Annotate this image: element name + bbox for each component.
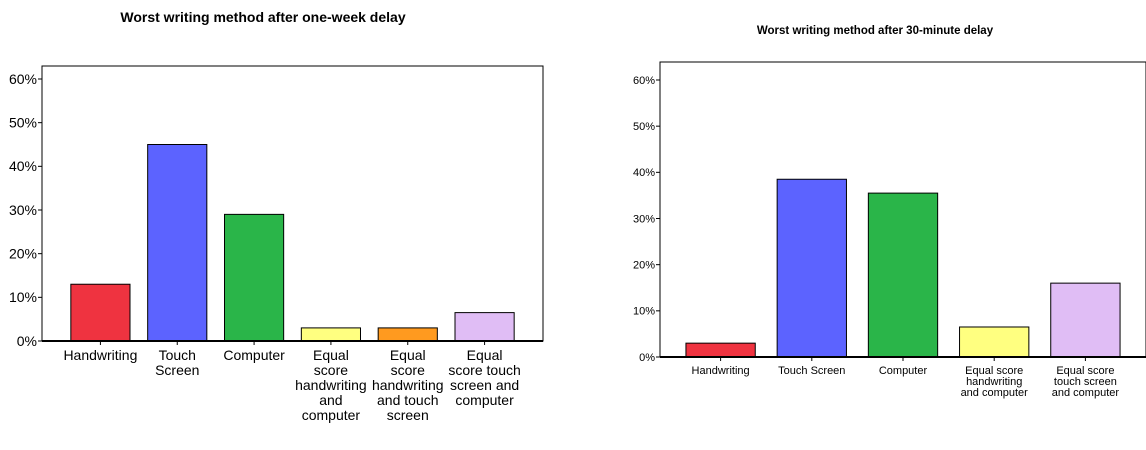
x-category-label-line: computer [302,407,361,423]
chart-1-title: Worst writing method after one-week dela… [120,9,405,25]
x-category-label-line: and [319,392,342,408]
x-category-label-line: Equal score [1056,365,1114,377]
y-tick-label: 30% [9,202,37,218]
x-category-label-line: and computer [1052,387,1120,399]
y-tick-label: 50% [9,115,37,131]
x-category-label: Computer [879,365,928,377]
bar [454,312,515,342]
x-category-label: Touch Screen [778,365,845,377]
x-category-label-line: and touch [377,392,439,408]
x-category-label-line: Handwriting [63,347,137,363]
bar [147,144,208,342]
bar [685,342,756,358]
x-category-label-line: Equal score [965,365,1023,377]
chart-2: 0% 10% 20% 30% 40% 50% 60% Handwriting Touch Scr… [633,61,1146,399]
x-category-label-line: touch screen [1054,376,1117,388]
x-category-label-line: handwriting [295,377,367,393]
x-category-label-line: screen and [450,377,519,393]
x-category-label-line: Touch Screen [778,365,845,377]
y-tick-label: 10% [633,306,655,318]
y-tick-label: 50% [633,121,655,133]
bar [1050,282,1121,358]
chart-2-title: Worst writing method after 30-minute del… [757,25,994,37]
x-category-label-line: screen [387,407,429,423]
x-category-label-line: handwriting [372,377,444,393]
bar [867,192,939,358]
bar [224,213,285,342]
bar [300,327,361,342]
x-category-label: Handwriting [63,347,137,363]
x-category-label: Handwriting [692,365,750,377]
x-category-label-line: Handwriting [692,365,750,377]
y-tick-label: 40% [9,158,37,174]
y-tick-label: 0% [639,352,655,364]
x-category-label-line: score [391,362,425,378]
y-tick-label: 20% [633,260,655,272]
y-tick-label: 20% [9,246,37,262]
y-tick-label: 30% [633,213,655,225]
x-category-label-line: score touch [448,362,520,378]
x-category-label-line: handwriting [966,376,1022,388]
y-tick-label: 0% [17,333,37,349]
x-category-label-line: Computer [223,347,285,363]
x-category-label: Equal score handwriting and computer [961,365,1029,399]
x-category-label: Computer [223,347,285,363]
bar [776,178,847,358]
x-category-label-line: Screen [155,362,199,378]
x-category-label-line: Computer [879,365,928,377]
x-category-label-line: Equal [390,347,426,363]
x-category-label: Equal score touch screen and computer [1052,365,1120,399]
x-category-label: Equal score touch screen and computer [448,347,520,408]
bar [70,283,131,342]
x-category-label-line: Touch [159,347,196,363]
x-category-label-line: computer [455,392,514,408]
x-category-label: Equal score handwriting and computer [295,347,367,423]
x-category-label-line: Equal [313,347,349,363]
x-category-label-line: score [314,362,348,378]
x-category-label-line: and computer [961,387,1029,399]
x-category-label-line: Equal [467,347,503,363]
bar [377,327,438,342]
y-tick-label: 40% [633,167,655,179]
chart-1: 0% 10% 20% 30% 40% 50% 60% Handwriting Touch Scre… [9,65,544,423]
y-tick-label: 60% [9,71,37,87]
y-tick-label: 10% [9,289,37,305]
x-category-label: Touch Screen [155,347,199,378]
x-category-label: Equal score handwriting and touch screen [372,347,444,423]
bar [959,326,1030,358]
y-tick-label: 60% [633,75,655,87]
